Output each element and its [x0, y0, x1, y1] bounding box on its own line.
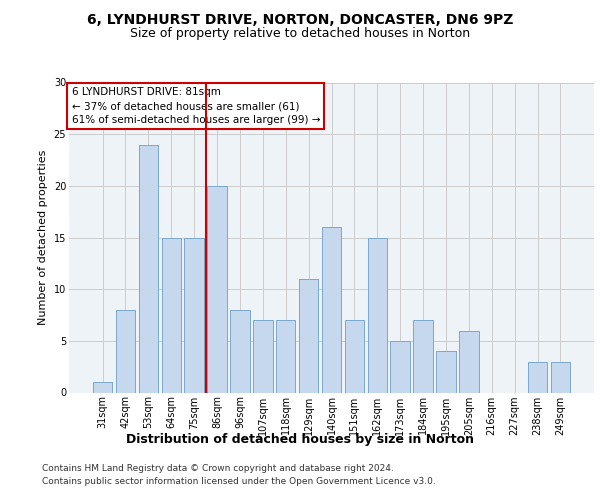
Bar — [459, 330, 479, 392]
Text: Size of property relative to detached houses in Norton: Size of property relative to detached ho… — [130, 28, 470, 40]
Bar — [528, 362, 547, 392]
Bar — [299, 279, 319, 392]
Text: 6 LYNDHURST DRIVE: 81sqm
← 37% of detached houses are smaller (61)
61% of semi-d: 6 LYNDHURST DRIVE: 81sqm ← 37% of detach… — [71, 87, 320, 125]
Y-axis label: Number of detached properties: Number of detached properties — [38, 150, 48, 325]
Bar — [161, 238, 181, 392]
Bar — [139, 144, 158, 392]
Bar — [184, 238, 204, 392]
Text: 6, LYNDHURST DRIVE, NORTON, DONCASTER, DN6 9PZ: 6, LYNDHURST DRIVE, NORTON, DONCASTER, D… — [87, 12, 513, 26]
Text: Contains HM Land Registry data © Crown copyright and database right 2024.: Contains HM Land Registry data © Crown c… — [42, 464, 394, 473]
Bar — [322, 227, 341, 392]
Bar — [344, 320, 364, 392]
Bar — [208, 186, 227, 392]
Bar — [391, 341, 410, 392]
Text: Contains public sector information licensed under the Open Government Licence v3: Contains public sector information licen… — [42, 477, 436, 486]
Bar — [116, 310, 135, 392]
Bar — [93, 382, 112, 392]
Bar — [276, 320, 295, 392]
Text: Distribution of detached houses by size in Norton: Distribution of detached houses by size … — [126, 432, 474, 446]
Bar — [413, 320, 433, 392]
Bar — [253, 320, 272, 392]
Bar — [436, 351, 455, 393]
Bar — [368, 238, 387, 392]
Bar — [230, 310, 250, 392]
Bar — [551, 362, 570, 392]
